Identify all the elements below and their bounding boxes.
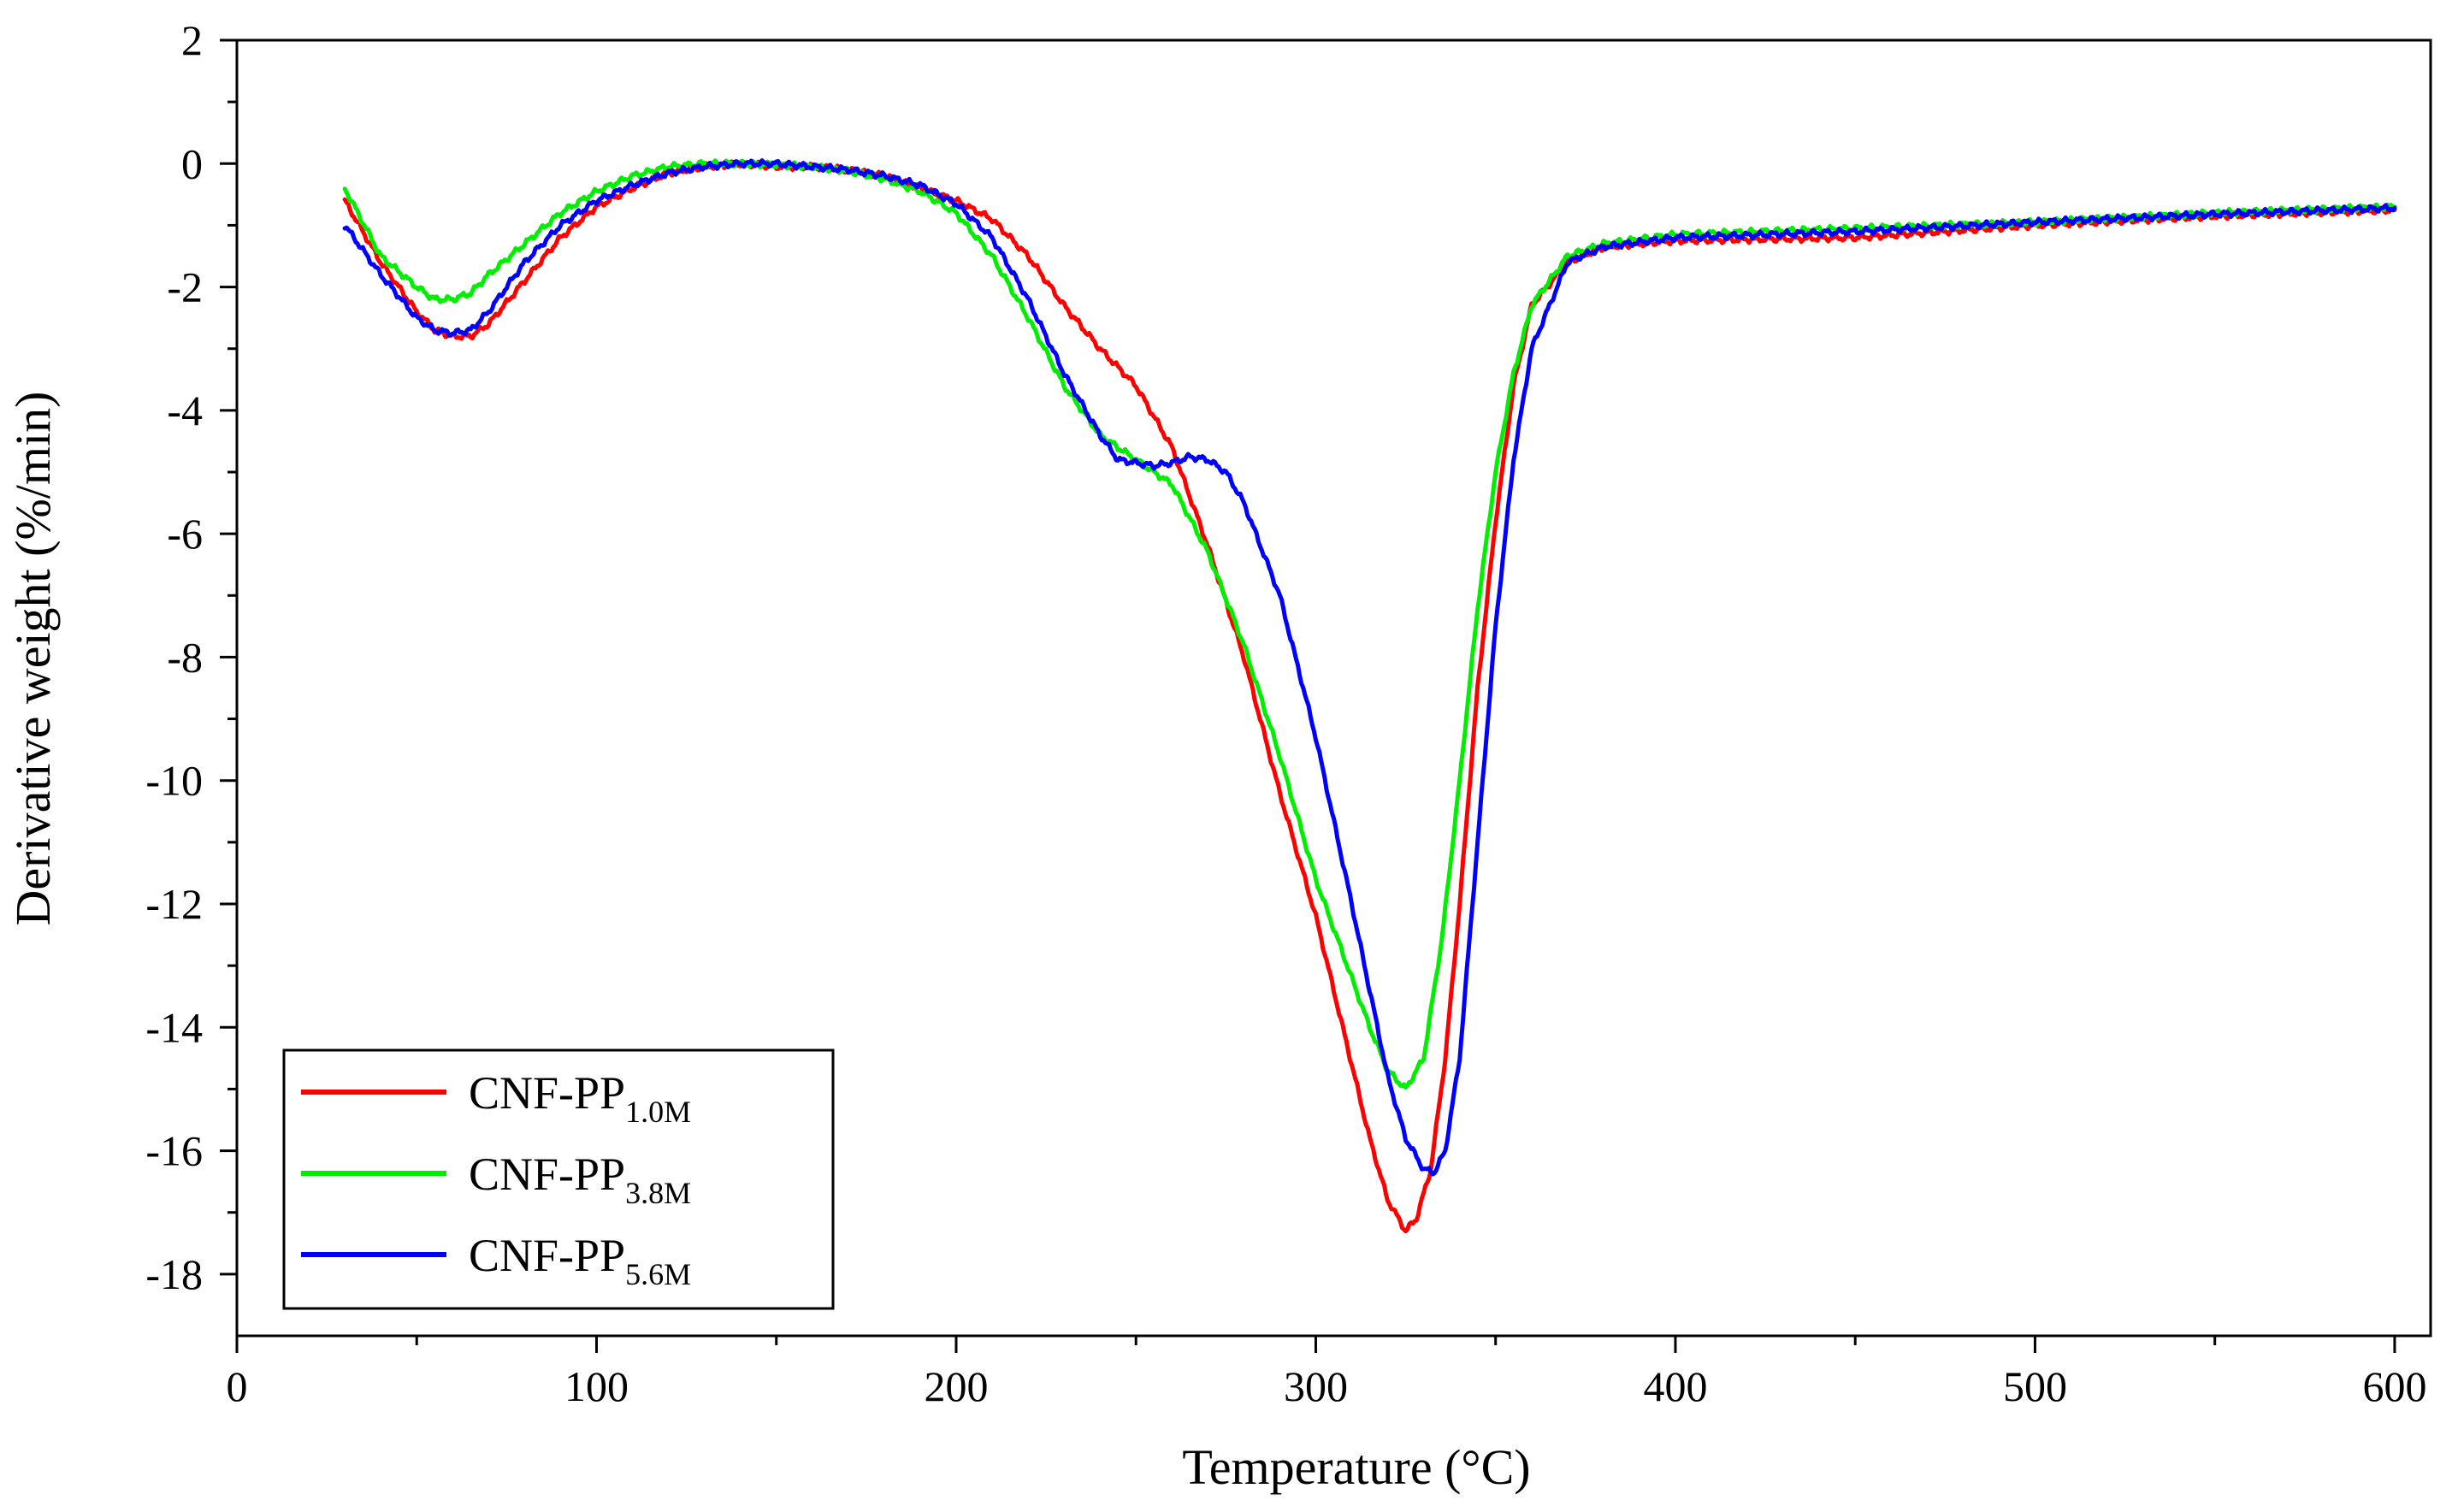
x-axis-title: Temperature (°C) xyxy=(1182,1439,1530,1495)
series-layer xyxy=(342,158,2397,1234)
x-tick-label: 300 xyxy=(1284,1362,1348,1410)
series-line-cnf-pp-5-6m xyxy=(342,158,2397,1177)
y-tick-label: -6 xyxy=(167,510,203,558)
y-tick-label: -4 xyxy=(167,387,203,434)
legend-label-cnf-pp-5-6m: CNF-PP5.6M xyxy=(469,1230,691,1291)
legend-label-cnf-pp-3-8m: CNF-PP3.8M xyxy=(469,1149,691,1210)
y-axis-title: Derivative weight (%/min) xyxy=(5,392,61,926)
x-tick-label: 400 xyxy=(1643,1362,1707,1410)
y-tick-label: -8 xyxy=(167,633,203,681)
axes-layer: 0 100 200 300 400 500 600 2 0 -2 -4 -6 -8 -10 -12 -14 -1… xyxy=(145,16,2432,1410)
legend: CNF-PP1.0M CNF-PP3.8M CNF-PP5.6M xyxy=(282,1048,835,1310)
y-tick-label: -2 xyxy=(167,263,203,311)
y-tick-label: -14 xyxy=(145,1003,203,1051)
y-tick-label: -16 xyxy=(145,1127,203,1175)
y-tick-label: -12 xyxy=(145,880,203,928)
x-tick-label: 100 xyxy=(564,1362,629,1410)
x-tick-label: 600 xyxy=(2362,1362,2426,1410)
plot-frame xyxy=(235,38,2432,1338)
x-tick-label: 200 xyxy=(924,1362,988,1410)
y-tick-label: -18 xyxy=(145,1250,203,1298)
y-tick-label: 2 xyxy=(181,16,203,64)
y-tick-label: 0 xyxy=(181,139,203,187)
legend-label-cnf-pp-1-0m: CNF-PP1.0M xyxy=(469,1067,691,1129)
x-tick-label: 0 xyxy=(227,1362,248,1410)
y-tick-label: -10 xyxy=(145,757,203,805)
x-tick-label: 500 xyxy=(2003,1362,2067,1410)
series-line-cnf-pp-3-8m xyxy=(342,158,2397,1090)
